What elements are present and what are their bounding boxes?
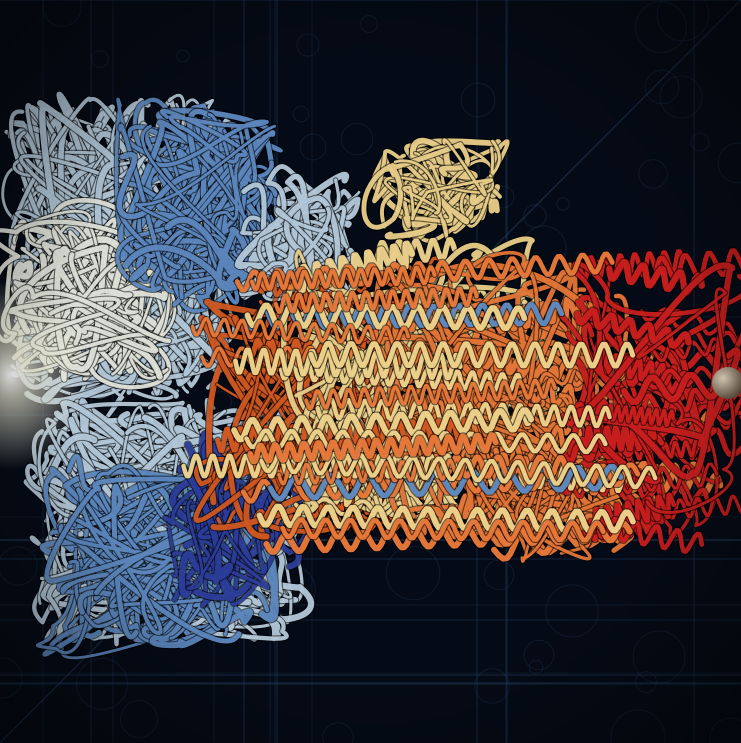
protein-structure-render: [0, 0, 741, 743]
lighting-layer: [0, 0, 741, 743]
